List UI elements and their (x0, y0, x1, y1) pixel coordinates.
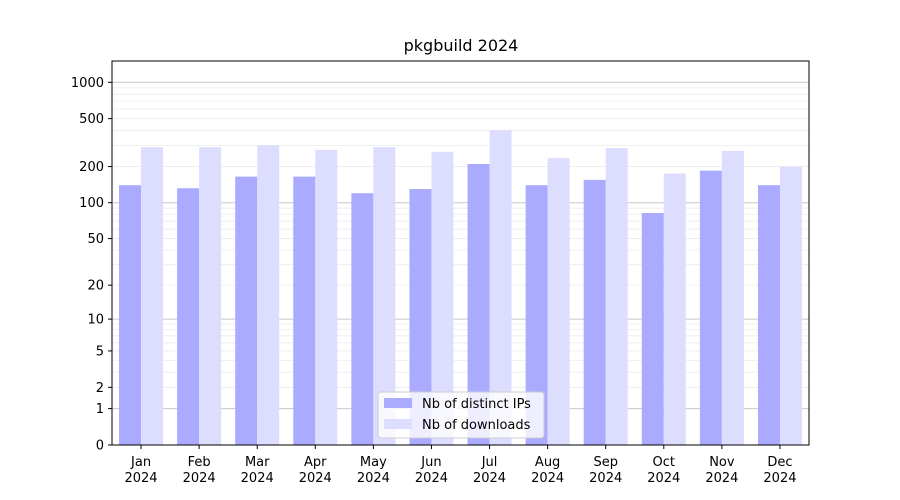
bar-downloads (373, 147, 396, 445)
axis-layer: Jan2024Feb2024Mar2024Apr2024May2024Jun20… (71, 60, 810, 486)
x-tick-label-year: 2024 (124, 471, 157, 486)
bar-distinct-ips (467, 164, 490, 445)
bar-distinct-ips (525, 185, 548, 445)
x-tick-label-year: 2024 (415, 471, 448, 486)
y-tick-label: 10 (87, 313, 104, 328)
legend-label-distinct-ips: Nb of distinct IPs (422, 397, 531, 412)
legend-box (377, 391, 545, 439)
bar-distinct-ips (583, 179, 606, 445)
legend: Nb of distinct IPs Nb of downloads (377, 391, 545, 439)
x-tick-label-month: Apr (304, 455, 327, 470)
y-tick-label: 50 (87, 232, 104, 247)
y-tick-label: 200 (79, 160, 104, 175)
x-tick-label-year: 2024 (705, 471, 738, 486)
y-tick-label: 1000 (71, 76, 104, 91)
x-tick-label-year: 2024 (299, 471, 332, 486)
x-tick-label-month: Jan (130, 455, 151, 470)
x-tick-label-year: 2024 (241, 471, 274, 486)
x-tick-label-month: Jun (420, 455, 441, 470)
bars-layer (119, 130, 802, 446)
y-tick-label: 0 (96, 439, 104, 454)
x-tick-label-month: Sep (593, 455, 618, 470)
bar-downloads (141, 147, 164, 445)
bar-downloads (431, 151, 454, 445)
legend-swatch-distinct-ips (384, 398, 412, 408)
y-tick-label: 1 (96, 402, 104, 417)
x-tick-label-month: Jul (481, 455, 498, 470)
plot-frame (111, 60, 810, 446)
bar-distinct-ips (641, 212, 664, 445)
y-tick-label: 100 (79, 196, 104, 211)
legend-label-downloads: Nb of downloads (422, 418, 531, 433)
bar-downloads (547, 158, 570, 445)
x-tick-label-year: 2024 (473, 471, 506, 486)
x-tick-label-year: 2024 (531, 471, 564, 486)
bar-downloads (605, 148, 628, 445)
bar-downloads (721, 150, 744, 445)
x-tick-label-month: Dec (767, 455, 792, 470)
x-tick-label-year: 2024 (183, 471, 216, 486)
bar-distinct-ips (409, 189, 432, 445)
chart-title: pkgbuild 2024 (404, 36, 519, 55)
x-tick-label-month: May (360, 455, 387, 470)
bar-downloads (489, 130, 512, 445)
x-tick-label-year: 2024 (357, 471, 390, 486)
bar-distinct-ips (235, 176, 258, 445)
x-tick-label-month: Aug (535, 455, 560, 470)
y-tick-label: 2 (96, 381, 104, 396)
bar-downloads (199, 147, 222, 445)
bar-distinct-ips (757, 185, 780, 445)
x-tick-label-year: 2024 (647, 471, 680, 486)
bar-distinct-ips (177, 188, 200, 445)
bar-distinct-ips (293, 176, 316, 445)
y-tick-label: 20 (87, 279, 104, 294)
bar-distinct-ips (119, 185, 142, 445)
bar-downloads (663, 173, 686, 445)
bar-downloads (315, 149, 338, 446)
bar-downloads (257, 145, 280, 446)
bar-downloads (779, 166, 802, 445)
y-tick-label: 500 (79, 112, 104, 127)
x-tick-label-month: Oct (653, 455, 675, 470)
x-tick-label-year: 2024 (589, 471, 622, 486)
x-tick-label-year: 2024 (763, 471, 796, 486)
x-tick-label-month: Nov (709, 455, 735, 470)
bar-distinct-ips (699, 170, 722, 445)
x-tick-label-month: Feb (188, 455, 211, 470)
y-tick-label: 5 (96, 344, 104, 359)
bar-distinct-ips (351, 193, 374, 445)
x-tick-label-month: Mar (245, 455, 270, 470)
legend-swatch-downloads (384, 419, 412, 429)
